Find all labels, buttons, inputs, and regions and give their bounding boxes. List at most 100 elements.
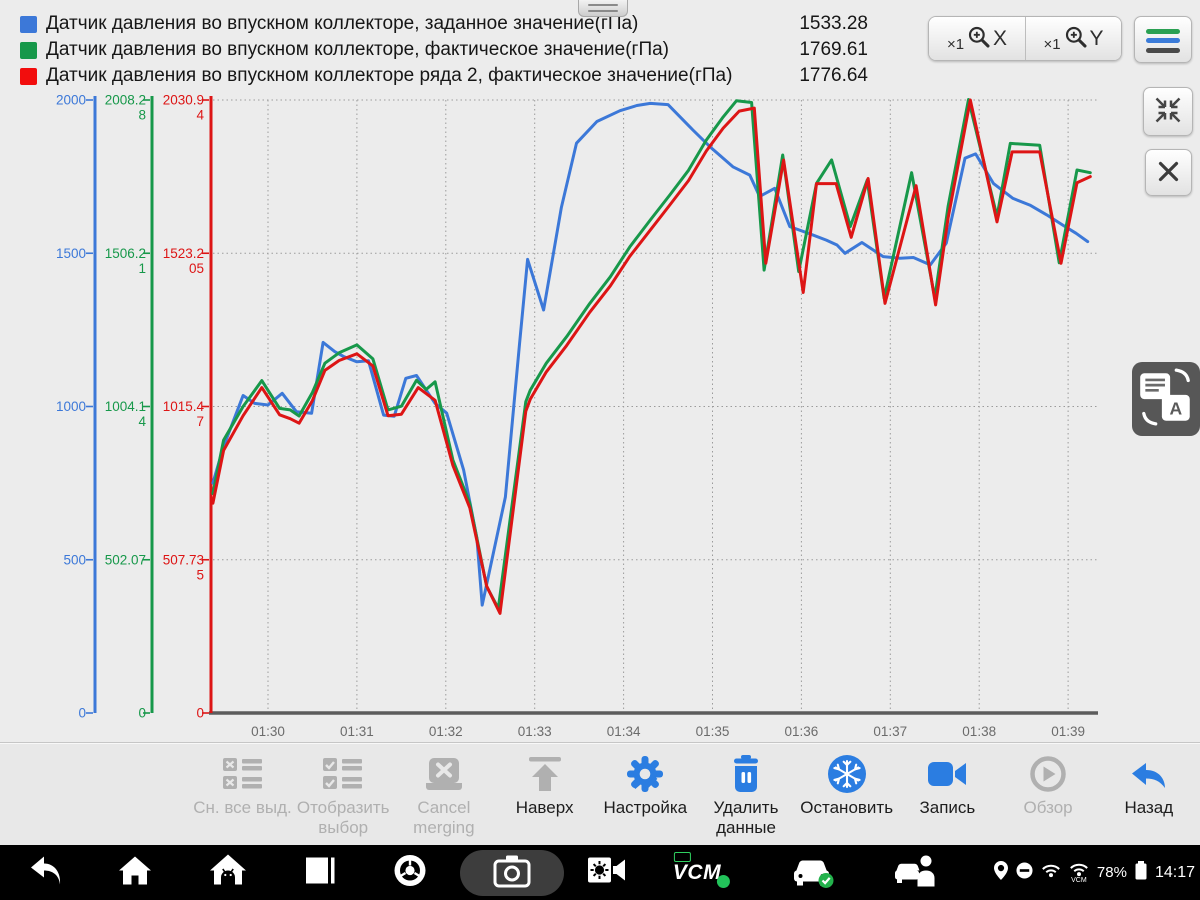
- list-x-icon: [192, 752, 293, 796]
- svg-text:01:35: 01:35: [696, 724, 730, 739]
- svg-text:01:32: 01:32: [429, 724, 463, 739]
- nav-display-sound-button[interactable]: [587, 853, 627, 892]
- toolbar-show-selection-button[interactable]: Отобразить выбор: [293, 752, 394, 838]
- series-menu-button[interactable]: [1134, 16, 1192, 63]
- nav-driving-mode[interactable]: [894, 851, 938, 894]
- current-value-actual: 1769.61: [799, 39, 868, 60]
- toolbar-clear-data-button[interactable]: Удалить данные: [696, 752, 797, 838]
- legend-label: Датчик давления во впускном коллекторе, …: [46, 39, 670, 60]
- wifi-icon: [1041, 862, 1061, 883]
- legend-swatch-2: [20, 67, 37, 85]
- svg-text:507.73: 507.73: [163, 552, 204, 567]
- svg-text:05: 05: [189, 261, 204, 276]
- legend-row-actual-bank2[interactable]: Датчик давления во впускном коллекторе р…: [20, 65, 732, 87]
- current-value-setpoint: 1533.28: [799, 13, 868, 34]
- toolbar-item-label: Сн. все выд.: [193, 798, 292, 817]
- toolbar-item-label: Cancel merging: [413, 798, 475, 837]
- toolbar-cancel-merging-button[interactable]: Cancel merging: [393, 752, 494, 838]
- camera-icon: [492, 852, 532, 894]
- nav-home-button[interactable]: [117, 854, 153, 891]
- nav-camera-button[interactable]: [460, 849, 564, 896]
- svg-text:1004.1: 1004.1: [105, 399, 146, 414]
- translate-icon: A: [1137, 365, 1195, 434]
- play-circle-icon: [998, 752, 1099, 796]
- battery-icon: [1135, 860, 1147, 885]
- toolbar-item-label: Удалить данные: [713, 798, 779, 837]
- toolbar-item-label: Обзор: [1023, 798, 1073, 817]
- svg-text:0: 0: [196, 706, 204, 721]
- svg-text:01:39: 01:39: [1051, 724, 1085, 739]
- live-data-chart[interactable]: 01:30 01:31 01:32 01:33 01:34 01:35 01:36 01:37…: [0, 0, 1200, 742]
- svg-text:2000: 2000: [56, 93, 86, 108]
- gear-icon: [595, 752, 696, 796]
- vcm-wifi-icon: VCM: [1069, 861, 1089, 884]
- translate-button[interactable]: A: [1132, 362, 1200, 436]
- nav-vehicle-status[interactable]: [790, 851, 834, 894]
- video-cam-icon: [897, 752, 998, 796]
- nav-apphome-icon: [209, 853, 247, 892]
- collapse-arrows-icon: [1153, 95, 1183, 128]
- svg-text:500: 500: [63, 552, 86, 567]
- legend-swatch-0: [20, 15, 37, 33]
- toolbar-freeze-button[interactable]: Остановить: [796, 752, 897, 818]
- toolbar-deselect-all-button[interactable]: Сн. все выд.: [192, 752, 293, 818]
- svg-text:2030.9: 2030.9: [163, 93, 204, 108]
- collapse-view-button[interactable]: [1143, 87, 1193, 136]
- nav-recents-button[interactable]: [303, 854, 337, 891]
- svg-text:2008.2: 2008.2: [105, 93, 146, 108]
- nav-recent-icon: [303, 854, 337, 891]
- svg-text:1500: 1500: [56, 246, 86, 261]
- nav-app-home-button[interactable]: [209, 853, 247, 892]
- svg-text:01:34: 01:34: [607, 724, 641, 739]
- svg-text:5: 5: [196, 567, 204, 582]
- zoom-x-label: X: [993, 26, 1008, 50]
- toolbar-back-button[interactable]: Назад: [1098, 752, 1199, 818]
- zoom-y-label: Y: [1089, 26, 1104, 50]
- camera-pill: [460, 849, 564, 896]
- svg-text:0: 0: [138, 706, 146, 721]
- back-swoosh-icon: [1098, 752, 1199, 796]
- toolbar-review-button[interactable]: Обзор: [998, 752, 1099, 818]
- zoom-y-button[interactable]: ×1 Y: [1025, 17, 1121, 60]
- svg-text:8: 8: [138, 108, 146, 123]
- legend-row-actual[interactable]: Датчик давления во впускном коллекторе, …: [20, 39, 669, 61]
- vcm-wifi-label: VCM: [1071, 877, 1087, 884]
- svg-text:01:30: 01:30: [251, 724, 285, 739]
- list-check-icon: [293, 752, 394, 796]
- toolbar-item-label: Отобразить выбор: [296, 798, 390, 837]
- zoom-controls: ×1 X ×1 Y: [928, 16, 1122, 61]
- toolbar-settings-button[interactable]: Настройка: [595, 752, 696, 818]
- nav-back-icon: [29, 854, 65, 891]
- close-icon: [1155, 158, 1182, 188]
- magnifier-plus-icon: [1063, 24, 1089, 53]
- vcm-battery-icon: [673, 851, 691, 862]
- cancel-merge-icon: [393, 752, 494, 796]
- clock: 14:17: [1154, 863, 1195, 881]
- svg-text:4: 4: [196, 108, 204, 123]
- vcm-text: VCM: [672, 860, 722, 884]
- vcm-logo-icon: VCM: [672, 851, 731, 888]
- nav-car-person-icon: [894, 851, 938, 894]
- toolbar-item-label: Остановить: [800, 798, 894, 817]
- legend-row-setpoint[interactable]: Датчик давления во впускном коллекторе, …: [20, 13, 638, 35]
- svg-text:1015.4: 1015.4: [163, 399, 205, 414]
- svg-text:1: 1: [138, 261, 146, 276]
- nav-chrome-button[interactable]: [393, 853, 427, 892]
- toolbar-record-button[interactable]: Запись: [897, 752, 998, 818]
- bottom-toolbar: Сн. все выд. Отобразить выбор Cancel mergi…: [0, 742, 1200, 845]
- svg-text:7: 7: [196, 414, 204, 429]
- legend-swatch-1: [20, 41, 37, 59]
- nav-back-button[interactable]: [29, 854, 65, 891]
- status-cluster: VCM 78% 14:17: [993, 845, 1195, 900]
- zoom-x-button[interactable]: ×1 X: [929, 17, 1025, 60]
- svg-text:01:36: 01:36: [785, 724, 819, 739]
- vcm-wifi-badge-icon: [717, 874, 731, 888]
- android-navbar: VCM 78% 14:17 VCM: [0, 845, 1200, 900]
- nav-chrome-icon: [393, 853, 427, 892]
- close-graph-button[interactable]: [1145, 149, 1192, 196]
- snowflake-circle-icon: [796, 752, 897, 796]
- nav-vcm-status[interactable]: VCM: [672, 851, 731, 888]
- toolbar-item-label: Запись: [919, 798, 976, 817]
- toolbar-to-top-button[interactable]: Наверх: [494, 752, 595, 818]
- pulldown-handle[interactable]: [578, 0, 628, 17]
